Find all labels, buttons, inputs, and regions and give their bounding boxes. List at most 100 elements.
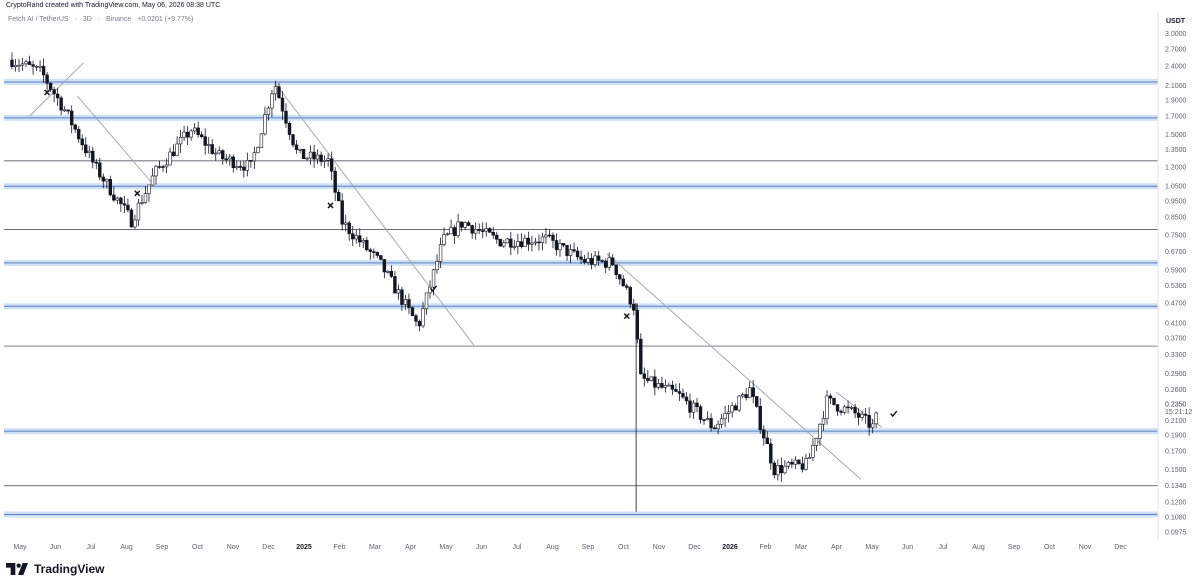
candle-body <box>867 415 871 428</box>
price-tick-label: 0.8500 <box>1165 214 1187 221</box>
candle-body <box>558 243 562 251</box>
candle <box>101 173 106 189</box>
candle <box>698 404 703 424</box>
time-tick-label: Feb <box>759 544 771 551</box>
candle-body <box>860 413 864 418</box>
candle-body <box>322 159 327 162</box>
candle <box>231 154 235 173</box>
candle-body <box>740 394 745 397</box>
candle-body <box>544 234 548 238</box>
candle <box>639 333 643 375</box>
candle-body <box>646 378 650 381</box>
candle <box>249 160 253 168</box>
candle <box>783 460 787 475</box>
candle <box>150 168 155 186</box>
candle-body <box>488 228 492 233</box>
price-axis[interactable]: 3.0000 2.7000 2.4000 2.1000 1.9000 1.7000 1.50… <box>1165 31 1187 537</box>
candle <box>192 123 197 135</box>
candle <box>336 189 341 202</box>
candle-body <box>178 136 183 145</box>
candle <box>505 237 510 244</box>
candle <box>31 60 35 75</box>
candle <box>80 134 84 151</box>
candle-body <box>846 406 850 409</box>
candle-body <box>670 384 675 390</box>
price-tick-label: 0.5300 <box>1165 283 1187 290</box>
candle-body <box>365 239 369 251</box>
candle-body <box>62 109 67 112</box>
candle-body <box>477 229 481 231</box>
candle <box>305 157 309 161</box>
candle <box>221 149 225 165</box>
candle <box>459 221 464 232</box>
time-tick-label: Oct <box>1044 544 1055 551</box>
candle-body <box>818 423 822 439</box>
candle-body <box>91 150 95 163</box>
candle-body <box>291 134 295 146</box>
candle <box>48 81 53 93</box>
candle-body <box>719 418 724 425</box>
candle-body <box>459 221 464 228</box>
candle <box>284 103 288 128</box>
candle-body <box>136 202 141 221</box>
candle-body <box>642 373 647 379</box>
candle <box>790 458 794 469</box>
candle <box>849 405 854 411</box>
candle <box>853 403 857 419</box>
candle-body <box>547 234 552 237</box>
candle <box>372 248 376 259</box>
candle <box>435 254 439 274</box>
candle <box>263 106 267 136</box>
time-tick-label: Nov <box>227 544 240 551</box>
candle <box>224 154 228 164</box>
candle <box>182 125 186 141</box>
candle-body <box>347 222 351 235</box>
candle <box>207 137 211 154</box>
symbol-interval[interactable]: 3D <box>82 16 92 23</box>
candle <box>582 255 587 265</box>
candle <box>84 137 88 157</box>
candle-body <box>17 64 21 67</box>
time-axis[interactable]: May Jun Jul Aug Sep Oct Nov Dec 2025 Feb Mar Apr May… <box>13 544 1127 551</box>
price-tick-label: 1.3500 <box>1165 147 1187 154</box>
candle-body <box>519 241 524 248</box>
price-tick-label: 0.3700 <box>1165 335 1187 342</box>
candle-body <box>614 264 618 276</box>
candle-body <box>730 405 734 413</box>
candle-body <box>779 465 784 474</box>
trendline <box>29 62 84 117</box>
candle <box>129 207 134 228</box>
price-tick-label: 1.0500 <box>1165 184 1187 191</box>
candle <box>119 196 123 212</box>
candle-body <box>252 152 257 162</box>
candle-body <box>783 465 787 474</box>
price-tick-label: 0.1700 <box>1165 449 1187 456</box>
candle <box>273 80 278 101</box>
candle <box>547 229 552 238</box>
candle-body <box>231 156 235 169</box>
candle <box>821 410 826 431</box>
candle <box>417 319 422 332</box>
symbol-name[interactable]: Fetch AI / TetherUS <box>8 16 69 23</box>
time-tick-label: Nov <box>1079 544 1092 551</box>
price-axis-currency: USDT <box>1166 18 1186 25</box>
candlesticks <box>10 52 878 512</box>
price-tick-label: 0.2100 <box>1165 418 1187 425</box>
candle <box>502 239 506 248</box>
candle <box>846 400 850 414</box>
price-tick-label: 0.0975 <box>1165 530 1187 537</box>
candle <box>797 459 801 466</box>
candle <box>73 123 77 133</box>
candle <box>670 380 675 395</box>
candle <box>702 419 706 425</box>
candle <box>653 369 657 396</box>
candle-body <box>119 197 123 204</box>
candle <box>407 293 411 315</box>
candle <box>168 147 172 166</box>
candle-body <box>280 97 285 112</box>
candle <box>41 58 46 84</box>
candle-body <box>755 396 759 407</box>
candle-body <box>674 389 678 392</box>
candle-body <box>607 257 611 268</box>
